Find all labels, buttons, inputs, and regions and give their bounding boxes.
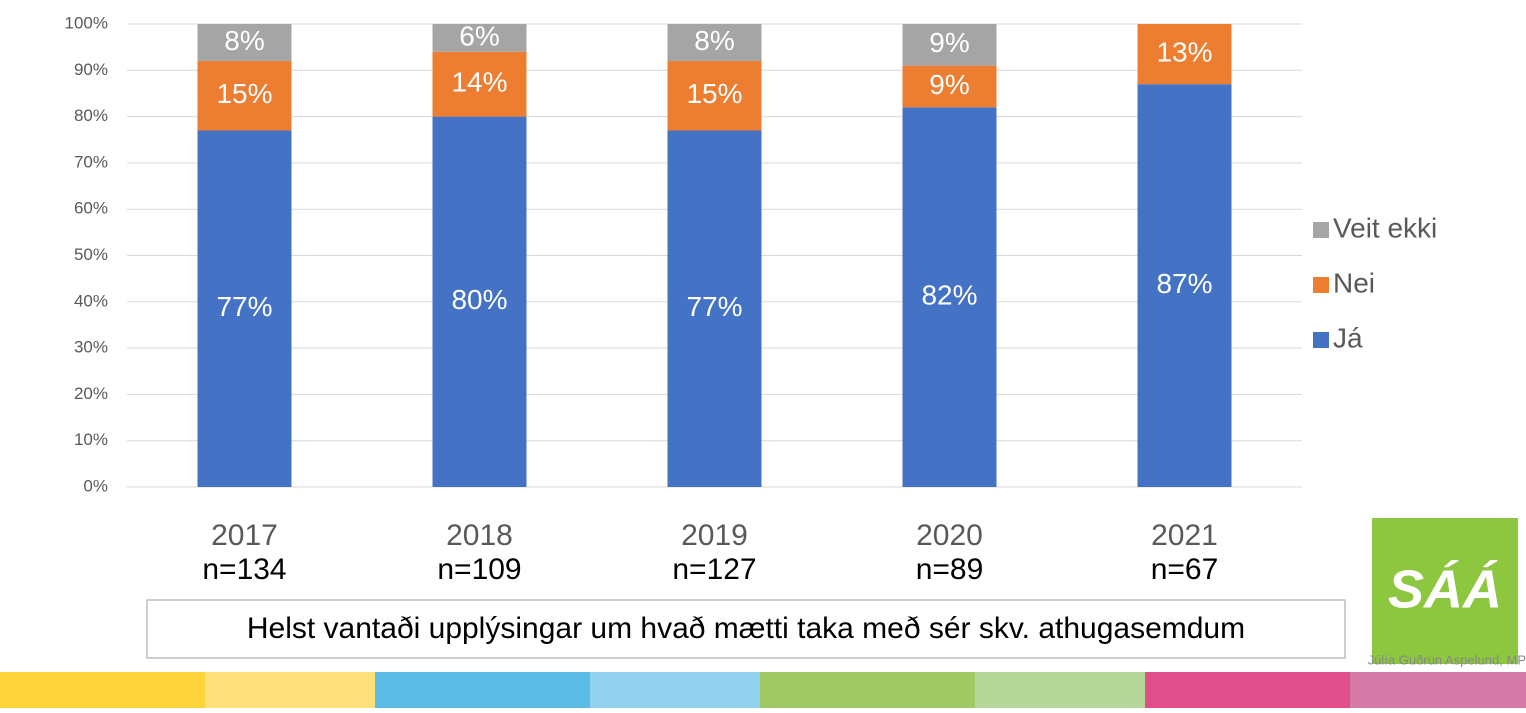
bar-segment [197, 61, 292, 131]
strip [0, 672, 205, 708]
bar-segment [902, 24, 997, 66]
x-tick-label: 2021 [1151, 519, 1218, 552]
strip [1350, 672, 1526, 708]
strip [590, 672, 760, 708]
x-tick-label: 2020 [916, 519, 983, 552]
data-label: 8% [224, 25, 264, 56]
color-strip [0, 672, 1526, 708]
x-tick-note: n=109 [437, 553, 521, 586]
data-label: 14% [451, 67, 507, 98]
x-tick-note: n=134 [202, 553, 286, 586]
y-tick-label: 20% [74, 384, 108, 403]
bar-segment [667, 24, 762, 62]
x-tick-label: 2018 [446, 519, 513, 552]
logo: SÁÁ [1388, 559, 1502, 619]
x-tick-label: 2019 [681, 519, 748, 552]
strip [1145, 672, 1350, 708]
bar-segment [667, 130, 762, 488]
strip [975, 672, 1145, 708]
bar-segment [432, 24, 527, 52]
legend-label: Veit ekki [1333, 212, 1437, 243]
author: Júlía Guðrún Aspelund, MP [1368, 652, 1526, 667]
legend-label: Já [1333, 322, 1363, 353]
y-tick-label: 10% [74, 430, 108, 449]
bar-segment [432, 51, 527, 117]
data-label: 9% [929, 69, 969, 100]
data-label: 6% [459, 20, 499, 51]
x-tick-label: 2017 [211, 519, 278, 552]
y-tick-label: 90% [74, 60, 108, 79]
y-tick-label: 100% [65, 13, 108, 32]
strip [375, 672, 590, 708]
data-label: 77% [686, 291, 742, 322]
annotation: Helst vantaði upplýsingar um hvað mætti … [247, 612, 1245, 645]
data-label: 87% [1156, 268, 1212, 299]
y-tick-label: 70% [74, 152, 108, 171]
data-label: 77% [216, 291, 272, 322]
x-tick-note: n=89 [916, 553, 984, 586]
data-label: 13% [1156, 36, 1212, 67]
data-label: 15% [686, 78, 742, 109]
bar-segment [432, 116, 527, 487]
data-label: 80% [451, 284, 507, 315]
y-tick-label: 40% [74, 291, 108, 310]
data-label: 8% [694, 25, 734, 56]
data-label: 9% [929, 27, 969, 58]
bar-segment [902, 65, 997, 108]
bar-segment [1137, 84, 1232, 487]
strip [205, 672, 375, 708]
logo-box [1372, 518, 1518, 664]
bar-segment [197, 24, 292, 62]
legend-swatch [1313, 332, 1329, 348]
y-tick-label: 60% [74, 199, 108, 218]
x-tick-note: n=127 [672, 553, 756, 586]
bar-segment [667, 61, 762, 131]
bar-segment [197, 130, 292, 488]
y-tick-label: 80% [74, 106, 108, 125]
annotation-box [146, 599, 1346, 659]
y-tick-label: 30% [74, 338, 108, 357]
y-tick-label: 0% [83, 476, 108, 495]
legend-swatch [1313, 277, 1329, 293]
bar-segment [1137, 24, 1232, 85]
data-label: 15% [216, 78, 272, 109]
bar-segment [902, 107, 997, 487]
strip [760, 672, 975, 708]
x-tick-note: n=67 [1151, 553, 1219, 586]
legend-label: Nei [1333, 267, 1375, 298]
legend-swatch [1313, 222, 1329, 238]
data-label: 82% [921, 280, 977, 311]
y-tick-label: 50% [74, 245, 108, 264]
